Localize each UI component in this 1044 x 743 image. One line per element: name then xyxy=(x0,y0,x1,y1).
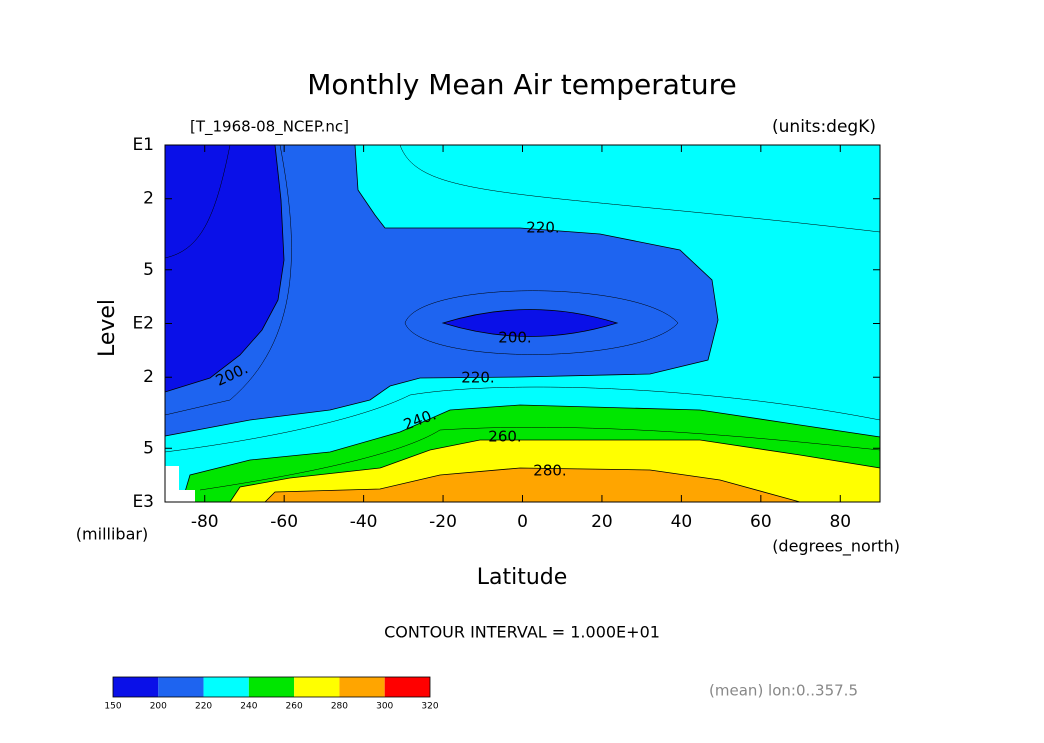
contour-band xyxy=(264,467,801,503)
contour-band xyxy=(164,144,285,393)
x-tick-label: 0 xyxy=(517,512,528,532)
colorbar-label: 150 xyxy=(104,702,121,712)
colorbar-swatch xyxy=(113,677,159,697)
contour-band xyxy=(164,144,719,437)
y-axis-label: Level xyxy=(95,299,120,357)
contour-line xyxy=(164,386,881,453)
contour-label: 260. xyxy=(488,428,521,446)
x-tick-label: 60 xyxy=(750,512,772,532)
colorbar-label: 220 xyxy=(195,702,212,712)
contour-line xyxy=(164,144,231,259)
contour-interval: CONTOUR INTERVAL = 1.000E+01 xyxy=(384,623,660,642)
x-unit-label: (degrees_north) xyxy=(772,537,900,557)
file-label: [T_1968-08_NCEP.nc] xyxy=(190,118,349,137)
contour-label: 200. xyxy=(498,329,531,347)
y-tick-label: E2 xyxy=(132,314,154,334)
colorbar-swatch xyxy=(203,677,249,697)
chart-title: Monthly Mean Air temperature xyxy=(307,68,737,101)
x-tick-label: -20 xyxy=(429,512,457,532)
missing-data xyxy=(179,490,195,502)
contour-line xyxy=(199,427,881,491)
x-tick-label: 20 xyxy=(591,512,613,532)
y-tick-label: E3 xyxy=(132,492,154,512)
contour-line xyxy=(404,290,679,355)
note: (mean) lon:0..357.5 xyxy=(709,682,858,700)
y-unit-label: (millibar) xyxy=(76,525,148,544)
y-tick-label: 5 xyxy=(143,260,154,280)
contour-line xyxy=(399,144,881,233)
y-tick-label: E1 xyxy=(132,135,154,155)
contour-label: 220. xyxy=(461,369,494,387)
y-tick-label: 2 xyxy=(143,189,154,209)
x-tick-label: 80 xyxy=(829,512,851,532)
colorbar-label: 300 xyxy=(376,702,393,712)
colorbar-label: 320 xyxy=(421,702,438,712)
colorbar-frame xyxy=(112,676,431,698)
missing-data xyxy=(165,466,179,502)
contour-line xyxy=(164,144,292,416)
contour-band xyxy=(441,309,619,337)
units-label: (units:degK) xyxy=(772,117,876,137)
x-tick-label: -40 xyxy=(350,512,378,532)
x-tick-label: 40 xyxy=(671,512,693,532)
colorbar-swatch xyxy=(384,677,430,697)
x-tick-label: -80 xyxy=(191,512,219,532)
colorbar-label: 260 xyxy=(286,702,303,712)
colorbar-swatch xyxy=(339,677,385,697)
y-tick-label: 5 xyxy=(143,438,154,458)
contour-label: 220. xyxy=(526,219,559,237)
x-axis-label: Latitude xyxy=(477,565,568,590)
colorbar-label: 280 xyxy=(331,702,348,712)
contour-label: 280. xyxy=(533,462,566,480)
colorbar-swatch xyxy=(294,677,340,697)
x-tick-label: -60 xyxy=(270,512,298,532)
colorbar-swatch xyxy=(248,677,295,697)
colorbar-swatch xyxy=(158,677,204,697)
colorbar-label: 200 xyxy=(150,702,167,712)
y-tick-label: 2 xyxy=(143,367,154,387)
colorbar-label: 240 xyxy=(240,702,257,712)
